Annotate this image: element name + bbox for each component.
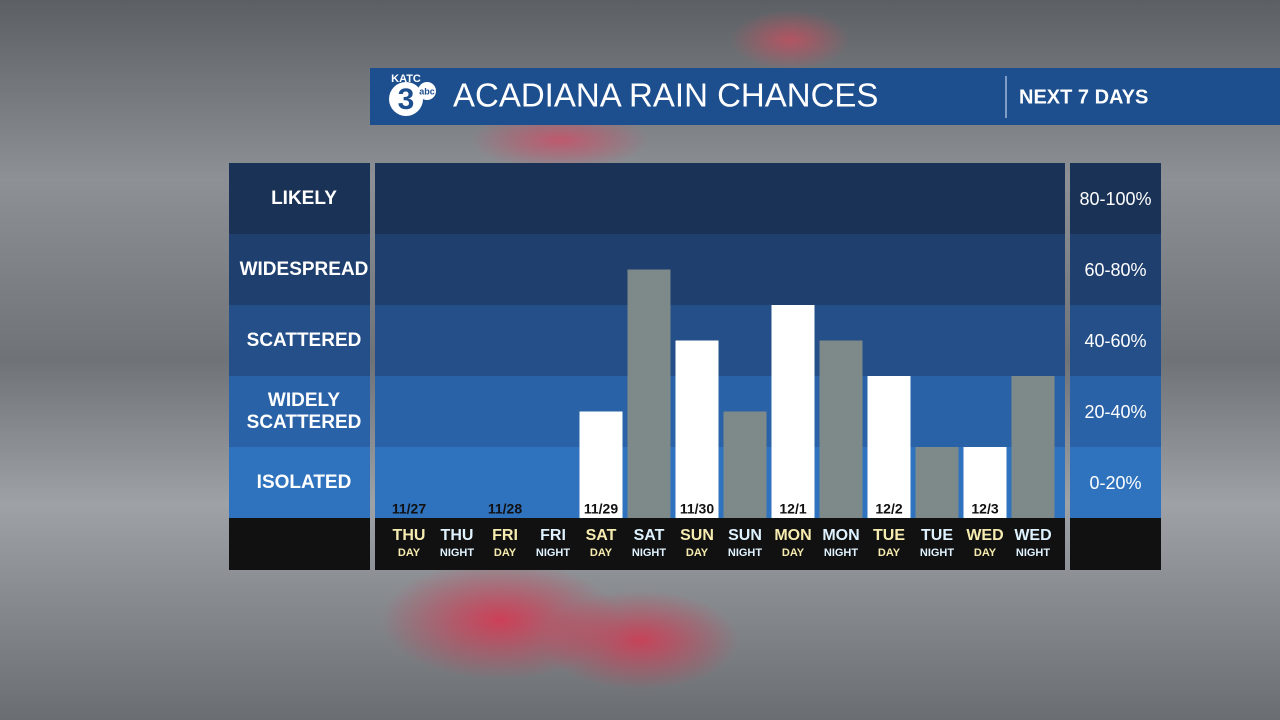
x-tick-sublabel: DAY bbox=[398, 547, 421, 559]
bar bbox=[1011, 376, 1055, 518]
band bbox=[375, 376, 1065, 447]
logo-station: KATC bbox=[391, 73, 421, 85]
bar bbox=[867, 376, 911, 518]
band-label: SCATTERED bbox=[246, 329, 362, 351]
date-label: 12/2 bbox=[875, 501, 902, 517]
band bbox=[375, 305, 1065, 376]
band-panel bbox=[229, 234, 370, 305]
band-range: 20-40% bbox=[1084, 401, 1147, 422]
x-tick-sublabel: NIGHT bbox=[728, 547, 763, 559]
x-tick-label: THU bbox=[393, 527, 426, 544]
x-tick-sublabel: DAY bbox=[686, 547, 709, 559]
band-label: WIDESPREAD bbox=[239, 258, 369, 280]
x-tick-label: MON bbox=[774, 527, 811, 544]
bar bbox=[819, 340, 863, 518]
x-tick-label: WED bbox=[1014, 527, 1051, 544]
band-range-panel bbox=[1070, 305, 1161, 376]
band-range-panel bbox=[1070, 447, 1161, 518]
logo-network-badge bbox=[418, 82, 436, 100]
chart-title: ACADIANA RAIN CHANCES bbox=[453, 77, 878, 114]
band-panel bbox=[229, 163, 370, 234]
date-label: 12/3 bbox=[971, 501, 998, 517]
logo-badge bbox=[389, 82, 423, 116]
band-label: LIKELY bbox=[271, 187, 337, 209]
x-tick-sublabel: NIGHT bbox=[632, 547, 667, 559]
band-range-panel bbox=[1070, 376, 1161, 447]
x-tick-label: THU bbox=[441, 527, 474, 544]
band-panel bbox=[229, 447, 370, 518]
bar bbox=[723, 411, 767, 518]
chart-subtitle: NEXT 7 DAYS bbox=[1019, 86, 1148, 108]
logo-network: abc bbox=[419, 86, 435, 96]
band bbox=[375, 163, 1065, 234]
band-range-panel bbox=[1070, 234, 1161, 305]
bar bbox=[915, 447, 959, 518]
x-tick-label: MON bbox=[822, 527, 859, 544]
date-label: 11/29 bbox=[584, 501, 618, 517]
band-label: WIDELY SCATTERED bbox=[246, 389, 362, 433]
right-footer bbox=[1070, 518, 1161, 570]
x-tick-label: TUE bbox=[921, 527, 953, 544]
bar bbox=[627, 269, 671, 518]
band bbox=[375, 447, 1065, 518]
x-tick-label: SUN bbox=[680, 527, 714, 544]
x-tick-sublabel: NIGHT bbox=[1016, 547, 1051, 559]
x-tick-label: WED bbox=[966, 527, 1003, 544]
band-range: 80-100% bbox=[1079, 188, 1152, 209]
date-label: 11/30 bbox=[680, 501, 714, 517]
x-tick-label: FRI bbox=[492, 527, 518, 544]
x-tick-sublabel: NIGHT bbox=[440, 547, 475, 559]
date-label: 11/28 bbox=[488, 501, 522, 517]
x-tick-sublabel: DAY bbox=[494, 547, 517, 559]
band-range-panel bbox=[1070, 163, 1161, 234]
x-tick-label: TUE bbox=[873, 527, 905, 544]
bar bbox=[579, 411, 623, 518]
band bbox=[375, 234, 1065, 305]
band-range: 0-20% bbox=[1089, 472, 1142, 493]
bar bbox=[771, 305, 815, 518]
bar bbox=[675, 340, 719, 518]
x-tick-sublabel: DAY bbox=[782, 547, 805, 559]
x-tick-label: SAT bbox=[634, 527, 665, 544]
bar bbox=[963, 447, 1007, 518]
x-tick-sublabel: NIGHT bbox=[920, 547, 955, 559]
left-footer bbox=[229, 518, 370, 570]
x-tick-label: SAT bbox=[586, 527, 617, 544]
x-tick-sublabel: NIGHT bbox=[536, 547, 571, 559]
x-tick-sublabel: DAY bbox=[974, 547, 997, 559]
x-tick-sublabel: DAY bbox=[590, 547, 613, 559]
date-label: 12/1 bbox=[779, 501, 806, 517]
x-tick-sublabel: NIGHT bbox=[824, 547, 859, 559]
x-tick-label: FRI bbox=[540, 527, 566, 544]
band-range: 40-60% bbox=[1084, 330, 1147, 351]
x-tick-sublabel: DAY bbox=[878, 547, 901, 559]
logo-channel: 3 bbox=[398, 83, 415, 116]
x-tick-label: SUN bbox=[728, 527, 762, 544]
date-label: 11/27 bbox=[392, 501, 426, 517]
header-bar bbox=[370, 68, 1280, 125]
x-axis-strip bbox=[375, 518, 1065, 570]
band-panel bbox=[229, 305, 370, 376]
band-label: ISOLATED bbox=[256, 471, 352, 493]
band-panel bbox=[229, 376, 370, 447]
band-range: 60-80% bbox=[1084, 259, 1147, 280]
